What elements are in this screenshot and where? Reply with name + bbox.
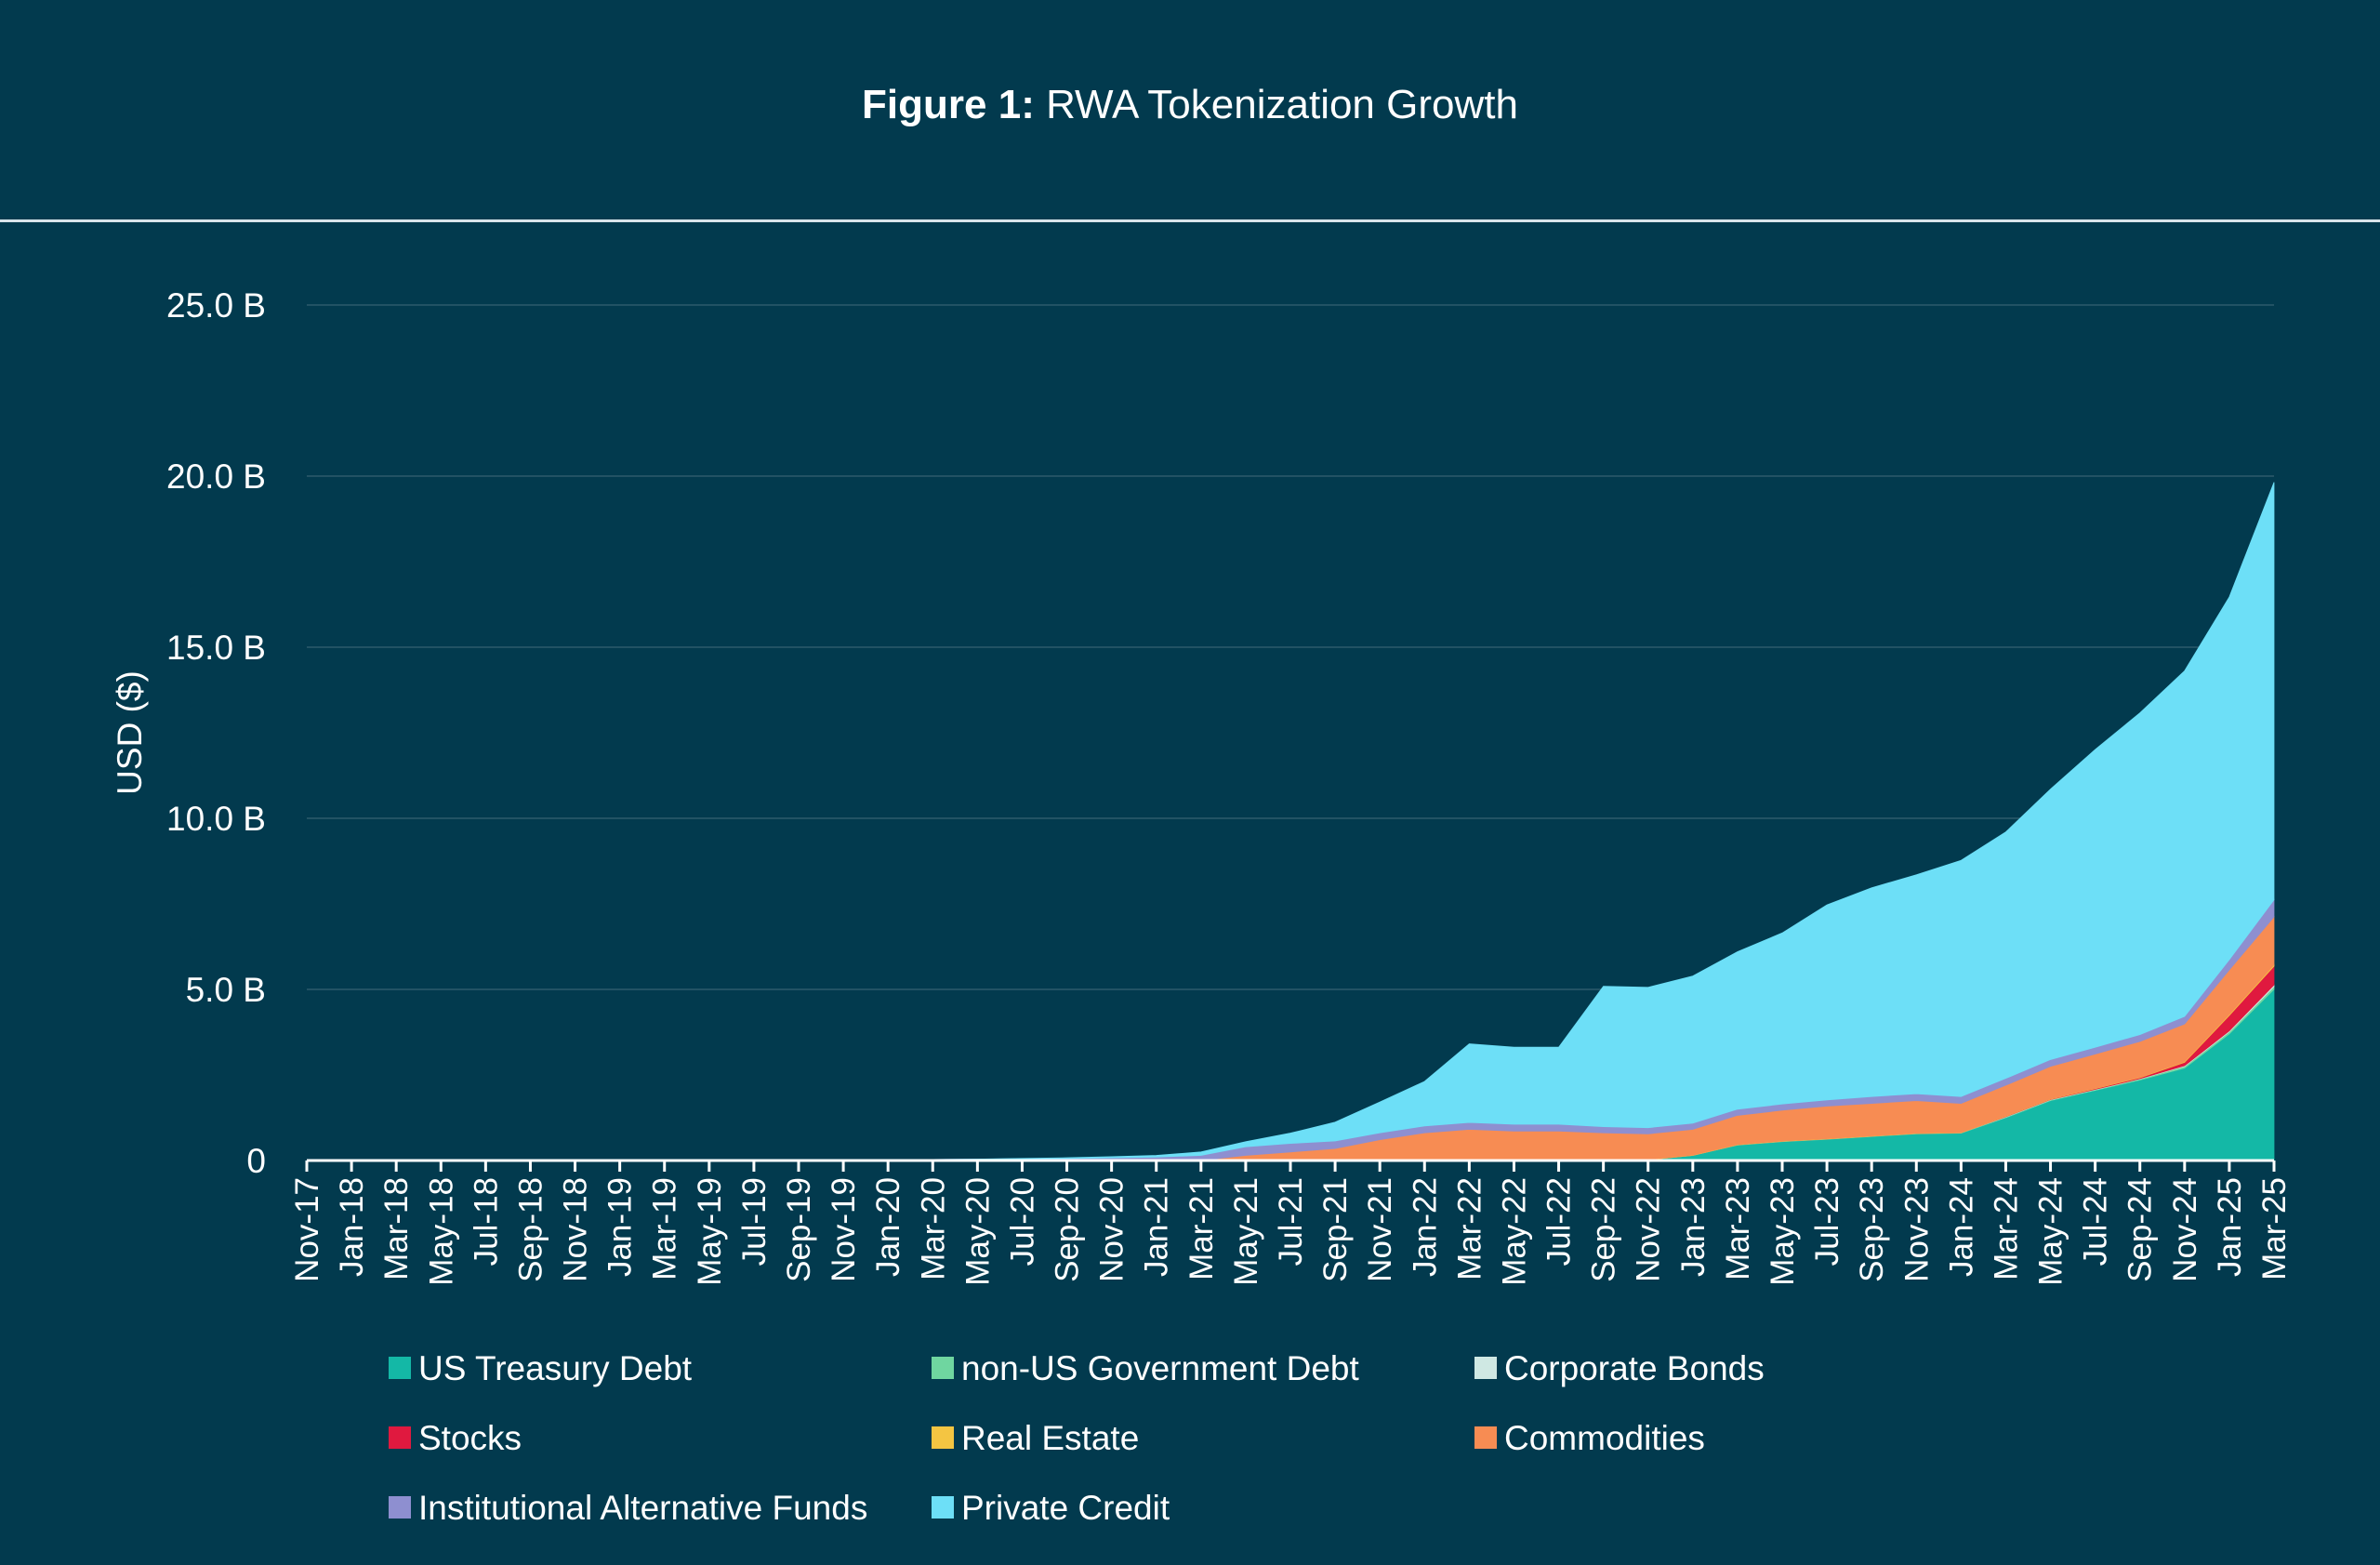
x-tick-label: Sep-21	[1317, 1177, 1354, 1282]
x-tick-label: Mar-19	[647, 1177, 683, 1280]
figure-label: Figure 1:	[862, 82, 1035, 127]
legend-label-commodities: Commodities	[1504, 1419, 1705, 1457]
x-tick-label: Mar-23	[1720, 1177, 1756, 1280]
x-tick-label: Sep-22	[1586, 1177, 1622, 1282]
legend-label-institutional-alternative-funds: Institutional Alternative Funds	[418, 1489, 867, 1527]
legend-swatch-stocks	[389, 1426, 411, 1449]
y-axis-label: USD ($)	[111, 670, 149, 795]
x-tick-label: Jul-22	[1541, 1177, 1578, 1266]
x-tick-label: Nov-17	[289, 1177, 325, 1282]
legend-label-non-us-government-debt: non-US Government Debt	[961, 1349, 1359, 1387]
x-tick-label: Sep-20	[1050, 1177, 1086, 1282]
x-tick-label: May-23	[1765, 1177, 1801, 1286]
y-tick-label: 0	[246, 1142, 266, 1180]
title-divider	[0, 219, 2380, 222]
legend: US Treasury Debt non-US Government Debt Co…	[389, 1349, 1765, 1527]
x-tick-label: May-18	[423, 1177, 459, 1286]
x-tick-label: Jul-19	[736, 1177, 773, 1266]
x-tick-label: Sep-23	[1854, 1177, 1890, 1282]
x-tick-label: Jul-23	[1809, 1177, 1845, 1266]
legend-label-real-estate: Real Estate	[961, 1419, 1139, 1457]
x-tick-label: Mar-25	[2256, 1177, 2293, 1280]
x-tick-label: Jan-21	[1139, 1177, 1175, 1277]
x-tick-label: Jan-23	[1675, 1177, 1712, 1277]
x-tick-label: Mar-20	[915, 1177, 951, 1280]
legend-label-us-treasury-debt: US Treasury Debt	[418, 1349, 693, 1387]
x-tick-labels: Nov-17 Jan-18 Mar-18 May-18 Jul-18 Sep-18 Nov-…	[289, 1177, 2293, 1286]
y-tick-label: 5.0 B	[186, 971, 266, 1009]
x-tick-label: May-19	[692, 1177, 728, 1286]
x-tick-label: May-20	[959, 1177, 996, 1286]
x-tick-label: May-21	[1228, 1177, 1264, 1286]
x-tick-label: Jan-24	[1943, 1177, 1979, 1277]
x-tick-label: Nov-22	[1631, 1177, 1667, 1282]
x-tick-label: Mar-21	[1183, 1177, 1220, 1280]
legend-swatch-commodities	[1474, 1426, 1497, 1449]
x-tick-label: Nov-24	[2167, 1177, 2203, 1282]
x-tick-label: Mar-24	[1988, 1177, 2024, 1280]
x-tick-label: Jan-22	[1407, 1177, 1443, 1277]
y-tick-label: 25.0 B	[166, 286, 266, 325]
x-tick-label: May-22	[1496, 1177, 1532, 1286]
x-tick-label: Jul-18	[468, 1177, 504, 1266]
x-tick-label: Jan-18	[334, 1177, 370, 1277]
x-tick-label: Jan-25	[2212, 1177, 2248, 1277]
y-tick-label: 20.0 B	[166, 458, 266, 496]
legend-label-private-credit: Private Credit	[961, 1489, 1170, 1527]
legend-swatch-real-estate	[932, 1426, 954, 1449]
x-tick-label: Nov-23	[1898, 1177, 1935, 1282]
y-tick-labels: 0 5.0 B 10.0 B 15.0 B 20.0 B 25.0 B	[166, 286, 266, 1180]
gridlines	[307, 304, 2274, 990]
legend-swatch-private-credit	[932, 1496, 954, 1519]
x-tick-label: Sep-24	[2122, 1177, 2159, 1282]
x-tick-label: Jan-20	[870, 1177, 906, 1277]
legend-label-corporate-bonds: Corporate Bonds	[1504, 1349, 1765, 1387]
x-tick-label: Jul-24	[2078, 1177, 2114, 1266]
legend-swatch-corporate-bonds	[1474, 1357, 1497, 1379]
x-tick-label: Mar-18	[378, 1177, 415, 1280]
figure-title-text: RWA Tokenization Growth	[1046, 82, 1518, 127]
axes	[305, 1159, 2276, 1172]
x-tick-label: Nov-19	[826, 1177, 862, 1282]
x-tick-label: Jan-19	[602, 1177, 639, 1277]
x-tick-label: Jul-20	[1004, 1177, 1040, 1266]
x-tick-label: Mar-22	[1451, 1177, 1488, 1280]
x-tick-label: Nov-20	[1094, 1177, 1130, 1282]
area-private-credit	[307, 482, 2275, 1161]
x-tick-label: Nov-18	[558, 1177, 594, 1282]
x-tick-label: May-24	[2033, 1177, 2069, 1286]
x-tick-label: Sep-18	[512, 1177, 549, 1282]
y-tick-label: 10.0 B	[166, 800, 266, 838]
legend-swatch-institutional-alternative-funds	[389, 1496, 411, 1519]
x-tick-label: Sep-19	[781, 1177, 817, 1282]
figure-title: Figure 1: RWA Tokenization Growth	[0, 82, 2380, 128]
x-tick-label: Nov-21	[1362, 1177, 1398, 1282]
x-tick-label: Jul-21	[1273, 1177, 1309, 1266]
legend-swatch-non-us-government-debt	[932, 1357, 954, 1379]
legend-label-stocks: Stocks	[418, 1419, 522, 1457]
area-series	[307, 482, 2275, 1161]
y-tick-label: 15.0 B	[166, 629, 266, 667]
legend-swatch-us-treasury-debt	[389, 1357, 411, 1379]
